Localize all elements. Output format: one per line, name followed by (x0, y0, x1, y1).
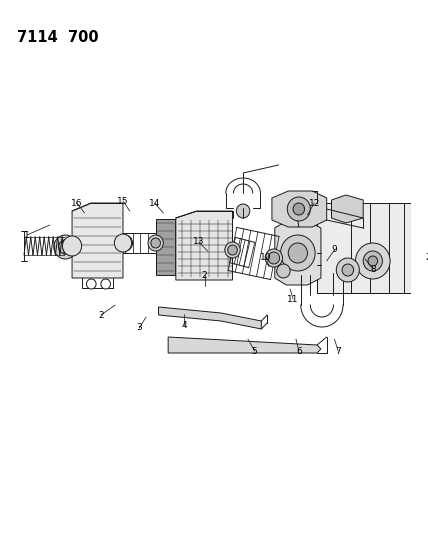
Circle shape (62, 236, 82, 256)
Text: 10: 10 (260, 253, 272, 262)
Text: 2: 2 (98, 311, 104, 319)
Circle shape (225, 242, 240, 258)
Circle shape (151, 238, 160, 248)
Circle shape (120, 238, 130, 248)
Text: 5: 5 (252, 346, 258, 356)
Text: 7114  700: 7114 700 (17, 30, 99, 45)
Polygon shape (332, 195, 363, 223)
Text: 2: 2 (426, 254, 428, 262)
Circle shape (293, 203, 305, 215)
Text: 1: 1 (24, 230, 30, 239)
Polygon shape (72, 203, 123, 278)
Circle shape (356, 243, 390, 279)
Text: 13: 13 (193, 238, 205, 246)
Circle shape (288, 243, 307, 263)
Polygon shape (317, 203, 411, 293)
Text: 15: 15 (117, 197, 129, 206)
Circle shape (228, 245, 238, 255)
Circle shape (281, 235, 315, 271)
Circle shape (114, 234, 132, 252)
Text: 7: 7 (336, 346, 341, 356)
Circle shape (363, 251, 382, 271)
Text: 9: 9 (332, 246, 337, 254)
Text: 6: 6 (296, 346, 302, 356)
Polygon shape (275, 221, 321, 285)
Polygon shape (168, 337, 321, 353)
Text: 11: 11 (287, 295, 299, 303)
Circle shape (148, 235, 163, 251)
Circle shape (236, 204, 250, 218)
Bar (178, 220, 232, 277)
Bar (156, 219, 175, 275)
Polygon shape (158, 307, 262, 329)
Circle shape (59, 240, 72, 254)
Circle shape (342, 264, 354, 276)
Circle shape (287, 197, 310, 221)
Circle shape (268, 252, 279, 264)
Ellipse shape (392, 261, 411, 275)
Polygon shape (272, 191, 327, 227)
Text: 3: 3 (137, 324, 142, 333)
Circle shape (336, 258, 360, 282)
Ellipse shape (392, 231, 411, 245)
Text: 4: 4 (181, 320, 187, 329)
Circle shape (368, 256, 377, 266)
Text: 8: 8 (370, 264, 376, 273)
Text: 16: 16 (71, 198, 83, 207)
Circle shape (277, 264, 290, 278)
Circle shape (86, 279, 96, 289)
Circle shape (117, 235, 133, 251)
Text: 2: 2 (202, 271, 208, 279)
Circle shape (54, 235, 77, 259)
Polygon shape (176, 211, 232, 280)
Text: 12: 12 (309, 198, 320, 207)
Circle shape (265, 249, 282, 267)
Circle shape (101, 279, 110, 289)
Text: 14: 14 (149, 198, 160, 207)
